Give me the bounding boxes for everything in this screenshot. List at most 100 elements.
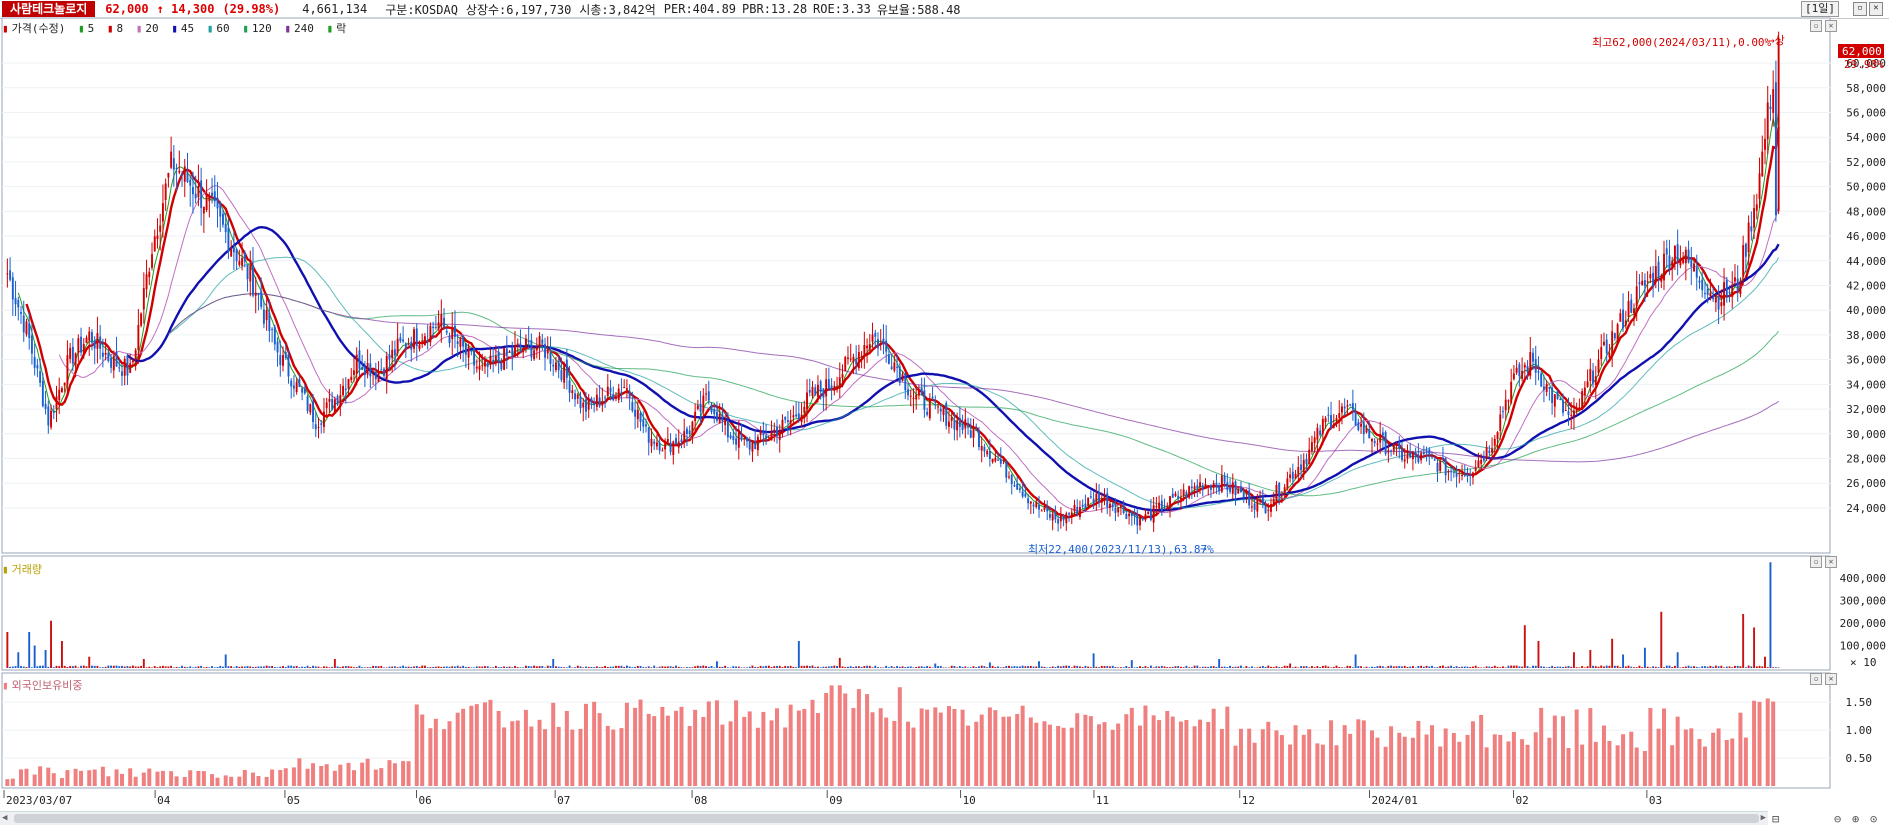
pbr-value: PBR:13.28: [742, 2, 808, 16]
scroll-right-icon[interactable]: ▶: [1760, 813, 1766, 823]
panel-restore-icon[interactable]: ▫: [1810, 673, 1822, 685]
price-candle: [1125, 513, 1128, 519]
price-candle: [63, 382, 66, 386]
volume-bar: [1458, 667, 1461, 668]
legend-item[interactable]: ▮ 45: [171, 22, 195, 35]
volume-bar: [1245, 666, 1248, 668]
foreign-ratio-bar: [1479, 714, 1484, 786]
panel-restore-icon[interactable]: ▫: [1810, 556, 1822, 568]
price-candle: [121, 371, 123, 376]
price-candle: [445, 331, 448, 333]
volume-bar: [675, 665, 677, 668]
volume-bar: [1723, 667, 1726, 668]
volume-bar: [964, 666, 967, 668]
price-candle: [1687, 249, 1690, 263]
foreign-ratio-bar: [1307, 729, 1312, 786]
price-candle: [1409, 452, 1412, 458]
panel-restore-icon[interactable]: ▫: [1810, 20, 1822, 32]
legend-item[interactable]: ▮ 가격(수정): [2, 22, 66, 35]
volume-bar: [287, 665, 290, 668]
price-candle: [410, 341, 413, 350]
legend-item[interactable]: ▮ 20: [135, 22, 159, 35]
price-candle: [503, 347, 506, 370]
volume-bar: [1330, 667, 1332, 668]
zoom-out-icon[interactable]: ⊙: [1870, 812, 1878, 826]
foreign-ratio-bar: [679, 706, 684, 786]
volume-bar: [82, 665, 85, 668]
price-candle: [1335, 418, 1338, 421]
foreign-ratio-bar: [1547, 737, 1552, 786]
foreign-ratio-bar: [1743, 737, 1748, 786]
volume-legend[interactable]: ▮ 거래량: [2, 563, 42, 576]
volume-bar: [1226, 667, 1229, 668]
price-candle: [1062, 515, 1065, 521]
foreign-ratio-bar: [100, 766, 105, 786]
volume-bar: [9, 666, 12, 668]
price-candle: [666, 438, 669, 443]
volume-bar: [658, 666, 661, 668]
volume-bar: [819, 667, 822, 668]
legend-item[interactable]: ▮ 8: [106, 22, 124, 35]
foreign-ratio-bar: [1069, 727, 1074, 786]
volume-bar: [841, 666, 844, 668]
legend-item[interactable]: ▮ 60: [206, 22, 230, 35]
foreign-ratio-bar: [1615, 745, 1620, 786]
foreign-ratio-bar: [332, 770, 337, 786]
scroll-left-icon[interactable]: ◀: [2, 813, 8, 823]
period-selector[interactable]: [1일]: [1801, 1, 1839, 17]
price-candle: [847, 357, 849, 359]
legend-item[interactable]: ▮ 5: [77, 22, 95, 35]
volume-bar: [1220, 666, 1223, 668]
price-candle: [1474, 467, 1477, 471]
price-tick-label: 38,000: [1846, 329, 1886, 342]
stock-info-bar: 사람테크놀로지 62,000 ↑ 14,300 (29.98%) 4,661,1…: [0, 0, 1889, 19]
price-candle: [1523, 364, 1526, 368]
range-slider-icon[interactable]: ⊟: [1772, 812, 1780, 826]
foreign-ratio-bar: [515, 720, 520, 786]
price-candle: [1059, 514, 1062, 522]
price-candle: [1447, 470, 1450, 473]
price-candle: [1259, 500, 1262, 502]
restore-window-button[interactable]: ▫: [1853, 2, 1867, 16]
legend-item[interactable]: ▮ 락: [326, 22, 347, 35]
volume-bar: [1300, 666, 1302, 668]
volume-bar: [1431, 665, 1433, 668]
price-candle: [1199, 482, 1201, 488]
panel-close-icon[interactable]: ✕: [1825, 556, 1837, 568]
price-candle: [20, 312, 22, 314]
price-candle: [323, 411, 325, 427]
foreign-legend[interactable]: ▮ 외국인보유비중: [2, 679, 83, 692]
zoom-in-icon[interactable]: ⊕: [1852, 812, 1860, 826]
foreign-ratio-bar: [1102, 722, 1107, 786]
volume-bar: [1491, 666, 1494, 668]
foreign-ratio-bar: [1247, 728, 1252, 786]
zoom-reset-icon[interactable]: ⊖: [1834, 812, 1842, 826]
price-candle: [909, 395, 912, 397]
volume-bar: [1436, 667, 1439, 668]
horizontal-scrollbar[interactable]: ◀ ▶: [0, 811, 1768, 825]
legend-item[interactable]: ▮ 240: [284, 22, 314, 35]
legend-item[interactable]: ▮ 120: [242, 22, 272, 35]
price-candle: [1744, 243, 1747, 257]
price-candle: [260, 290, 263, 307]
volume-bar: [1469, 667, 1472, 668]
panel-close-icon[interactable]: ✕: [1825, 673, 1837, 685]
price-tick-label: 46,000: [1846, 230, 1886, 243]
foreign-ratio-bar: [1348, 733, 1353, 786]
volume-bar: [1433, 667, 1436, 668]
stock-name[interactable]: 사람테크놀로지: [2, 1, 96, 17]
close-window-button[interactable]: ✕: [1869, 2, 1883, 16]
foreign-ratio-bar: [878, 708, 883, 786]
panel-close-icon[interactable]: ✕: [1825, 20, 1837, 32]
volume-bar: [1054, 666, 1057, 668]
foreign-ratio-bar: [1375, 737, 1380, 786]
scroll-thumb[interactable]: [14, 814, 1759, 823]
price-candle: [1654, 266, 1657, 283]
price-candle: [1117, 507, 1120, 513]
price-candle: [773, 429, 776, 433]
price-candle: [956, 420, 959, 431]
volume-bar: [1638, 665, 1641, 668]
foreign-ratio-bar: [1711, 732, 1716, 786]
volume-bar: [1452, 667, 1455, 668]
